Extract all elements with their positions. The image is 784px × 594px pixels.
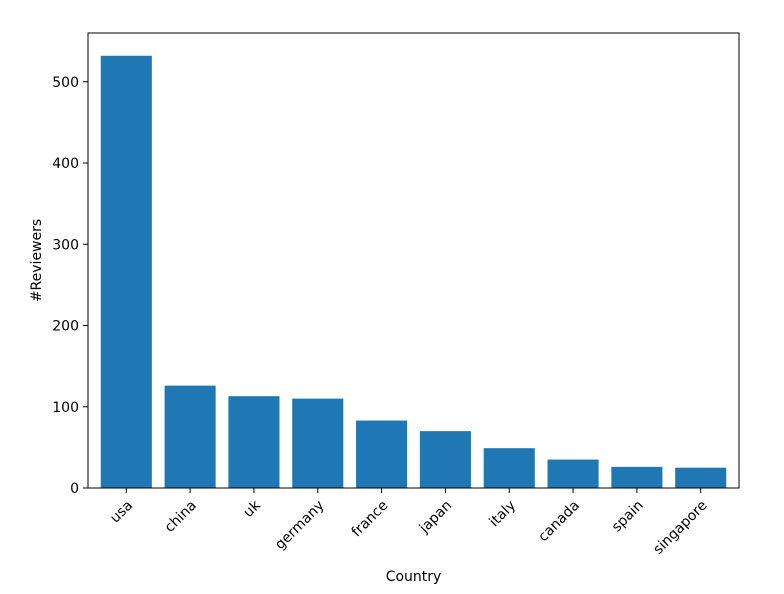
y-tick-label: 300 xyxy=(52,237,79,253)
bar-germany xyxy=(292,398,344,489)
bar-italy xyxy=(483,448,535,488)
y-tick-label: 500 xyxy=(52,75,79,91)
bar-uk xyxy=(228,396,280,488)
y-tick-label: 0 xyxy=(70,481,79,497)
y-ticks-group: 0 100 200 300 400 500 xyxy=(52,75,88,497)
bar-japan xyxy=(419,431,471,489)
x-axis-label: Country xyxy=(386,569,442,585)
bar-france xyxy=(356,420,408,488)
plot-frame xyxy=(87,32,740,489)
bars-group xyxy=(100,55,727,489)
y-tick-label: 200 xyxy=(52,319,79,335)
y-tick-label: 100 xyxy=(52,400,79,416)
bar-usa xyxy=(100,55,152,488)
bar-china xyxy=(164,385,216,489)
y-axis-label: #Reviewers xyxy=(29,219,45,302)
bar-singapore xyxy=(675,467,727,488)
bar-canada xyxy=(547,459,599,488)
bar-spain xyxy=(611,466,663,489)
y-tick-label: 400 xyxy=(52,156,79,172)
